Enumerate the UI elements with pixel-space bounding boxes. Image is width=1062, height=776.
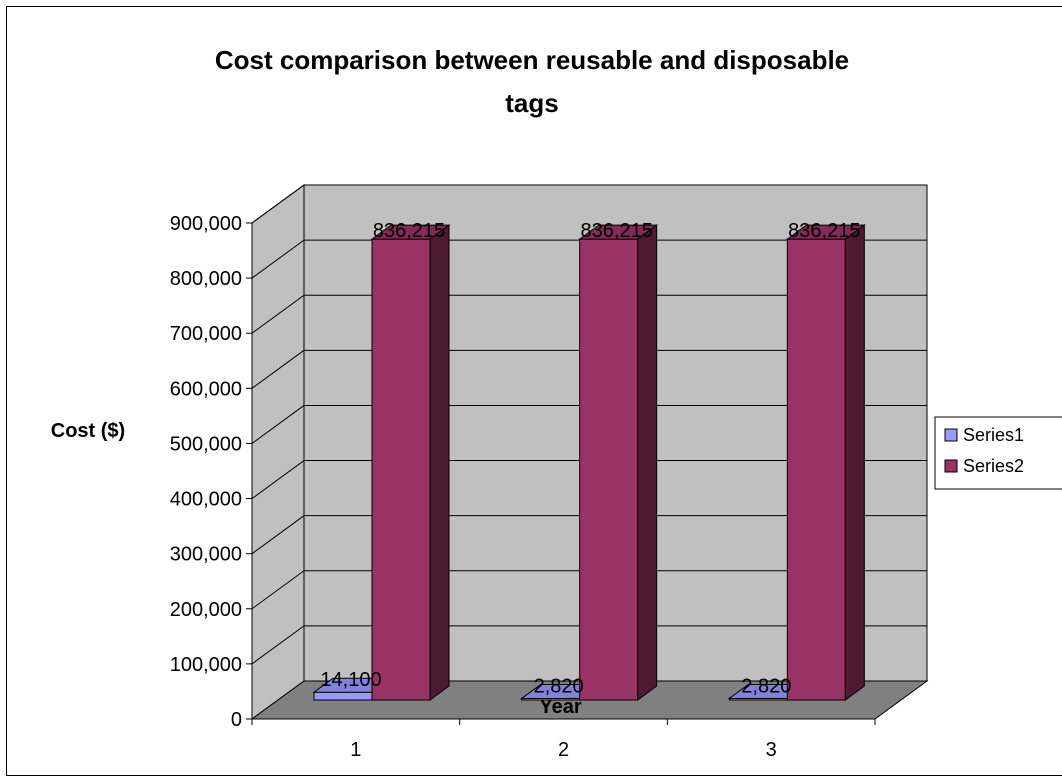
chart-title-line: tags xyxy=(505,88,558,118)
chart-title-line: Cost comparison between reusable and dis… xyxy=(215,45,849,75)
y-tick-label: 500,000 xyxy=(170,433,242,455)
y-tick-label: 300,000 xyxy=(170,544,242,566)
y-tick-label: 100,000 xyxy=(170,654,242,676)
gridline-side xyxy=(251,184,305,224)
data-label-series2: 836,215 xyxy=(788,220,860,242)
gridline-side xyxy=(251,405,305,444)
bar-series2-front xyxy=(579,238,639,701)
gridline-side xyxy=(251,625,305,665)
data-label-series1: 2,820 xyxy=(534,675,584,697)
gridline-side xyxy=(251,349,305,389)
legend-swatch-series1 xyxy=(944,428,958,442)
y-tick-label: 0 xyxy=(231,709,242,731)
bar-series2-side xyxy=(637,224,658,701)
data-label-series2: 836,215 xyxy=(581,220,653,242)
legend-swatch-series2 xyxy=(944,459,958,473)
bar-series2-front xyxy=(786,238,846,701)
side-wall xyxy=(251,184,305,720)
y-axis-title: Cost ($) xyxy=(51,420,125,442)
legend-label-series1: Series1 xyxy=(963,425,1024,445)
y-tick-label: 700,000 xyxy=(170,323,242,345)
bar-series1-front xyxy=(313,691,373,701)
x-tick-label: 3 xyxy=(766,739,777,761)
chart-svg: Cost comparison between reusable and dis… xyxy=(51,45,1062,761)
y-tick-label: 600,000 xyxy=(170,378,242,400)
y-tick-label: 800,000 xyxy=(170,268,242,290)
x-tick-label: 2 xyxy=(558,739,569,761)
gridline-side xyxy=(251,570,305,610)
y-tick-label: 200,000 xyxy=(170,599,242,621)
gridline-side xyxy=(251,515,305,555)
data-label-series1: 2,820 xyxy=(741,675,791,697)
y-tick-label: 400,000 xyxy=(170,489,242,511)
bar-series2-side xyxy=(429,224,450,701)
gridline-side xyxy=(251,460,305,499)
gridline-side xyxy=(251,239,305,279)
data-label-series1: 14,100 xyxy=(320,669,381,691)
chart-area: Cost comparison between reusable and dis… xyxy=(6,6,1062,776)
gridline-side xyxy=(251,294,305,334)
bar-series2-front xyxy=(371,238,431,701)
data-label-series2: 836,215 xyxy=(373,220,445,242)
x-axis-title: Year xyxy=(539,696,581,718)
legend-label-series2: Series2 xyxy=(963,456,1024,476)
y-tick-label: 900,000 xyxy=(170,213,242,235)
bar-series2-side xyxy=(844,224,865,701)
x-tick-label: 1 xyxy=(350,739,361,761)
